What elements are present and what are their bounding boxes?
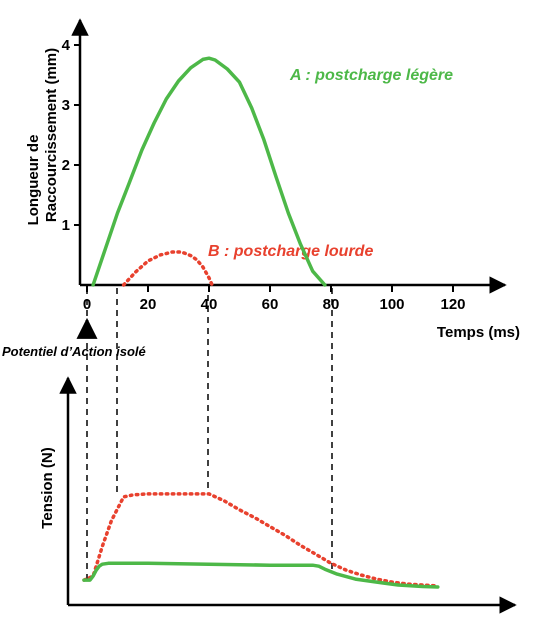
series-b-tension-line <box>82 492 440 588</box>
top-x-axis-title: Temps (ms) <box>437 324 520 341</box>
y-tick-label-4: 4 <box>62 37 71 54</box>
y-tick-label-2: 2 <box>62 157 70 174</box>
top-y-axis-title-line2: Raccourcissement (mm) <box>43 48 60 222</box>
bottom-series-group <box>82 492 440 589</box>
series-b-label: B : postcharge lourde <box>208 243 373 260</box>
action-potential-label: Potentiel d’Action isolé <box>2 344 146 359</box>
y-tick-label-3: 3 <box>62 97 70 114</box>
top-series-group <box>91 56 327 287</box>
x-tick-label-20: 20 <box>140 296 157 313</box>
bottom-y-axis-title: Tension (N) <box>39 447 56 528</box>
top-y-axis-title-line1: Longueur de <box>25 135 42 226</box>
y-tick-label-1: 1 <box>62 217 70 234</box>
x-tick-label-60: 60 <box>262 296 279 313</box>
x-tick-label-120: 120 <box>440 296 465 313</box>
series-a-label: A : postcharge légère <box>289 67 453 84</box>
series-a-tension-line <box>82 561 440 589</box>
guide-lines <box>86 288 333 585</box>
series-b-shortening-line <box>121 250 214 287</box>
x-tick-label-80: 80 <box>323 296 340 313</box>
series-a-shortening-line <box>91 56 327 287</box>
x-tick-label-40: 40 <box>201 296 218 313</box>
x-tick-label-100: 100 <box>379 296 404 313</box>
